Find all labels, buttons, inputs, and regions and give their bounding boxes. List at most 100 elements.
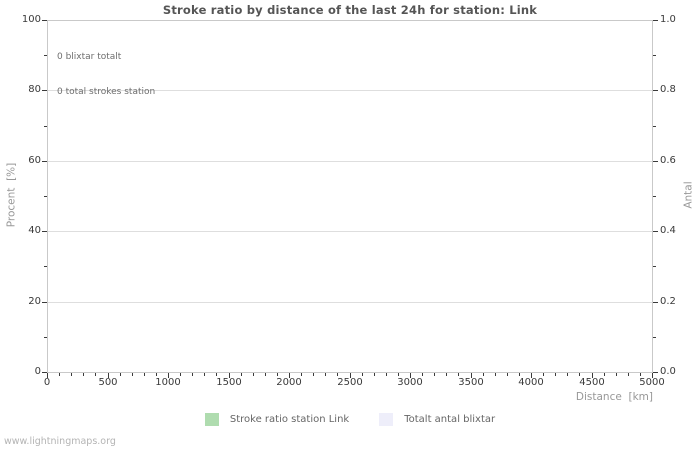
y-tick-label: 0.2: [660, 296, 676, 307]
x-tick-minor: [180, 373, 181, 376]
y-tick-label: 40: [28, 225, 41, 236]
x-tick-minor: [204, 373, 205, 376]
y-tick-major: [42, 302, 47, 303]
watermark-url: www.lightningmaps.org: [4, 436, 116, 447]
x-tick-minor: [59, 373, 60, 376]
gridline: [48, 302, 652, 303]
x-tick-minor: [83, 373, 84, 376]
y-tick-major: [42, 231, 47, 232]
x-tick-major: [410, 373, 411, 378]
plot-area: [47, 20, 653, 373]
x-tick-minor: [628, 373, 629, 376]
y-tick-minor: [653, 126, 656, 127]
legend-label-total-strokes: Totalt antal blixtar: [404, 414, 496, 425]
x-tick-minor: [374, 373, 375, 376]
y-tick-major: [42, 90, 47, 91]
x-tick-major: [229, 373, 230, 378]
x-tick-minor: [313, 373, 314, 376]
x-tick-label: 5000: [639, 377, 665, 388]
annotation-line-blixtar: 0 blixtar totalt: [57, 52, 122, 62]
x-tick-major: [531, 373, 532, 378]
annotation-line-strokes: 0 total strokes station: [57, 86, 156, 97]
x-tick-minor: [458, 373, 459, 376]
legend-item-stroke-ratio: Stroke ratio station Link: [204, 413, 350, 426]
y-tick-label: 1.0: [660, 14, 676, 25]
x-tick-minor: [483, 373, 484, 376]
x-tick-minor: [362, 373, 363, 376]
y-tick-minor: [44, 126, 47, 127]
y-tick-label: 0.4: [660, 225, 676, 236]
x-tick-minor: [71, 373, 72, 376]
x-tick-major: [289, 373, 290, 378]
y-tick-major: [653, 231, 658, 232]
y-tick-minor: [653, 55, 656, 56]
x-tick-label: 2500: [337, 377, 363, 388]
legend-label-stroke-ratio: Stroke ratio station Link: [229, 414, 350, 425]
y-tick-major: [653, 20, 658, 21]
y-tick-major: [653, 161, 658, 162]
y-tick-minor: [653, 196, 656, 197]
x-axis-title: Distance [km]: [575, 391, 653, 403]
x-tick-major: [471, 373, 472, 378]
y-tick-label: 80: [28, 84, 41, 95]
x-tick-minor: [543, 373, 544, 376]
y-tick-label: 0: [34, 366, 41, 377]
y-tick-minor: [653, 266, 656, 267]
y-tick-minor: [44, 55, 47, 56]
x-tick-minor: [144, 373, 145, 376]
x-tick-minor: [386, 373, 387, 376]
gridline: [48, 231, 652, 232]
x-tick-minor: [120, 373, 121, 376]
x-axis-labels: 0 500 1000 1500 2000 2500 3000 3500 4000 4500 5000: [43, 377, 665, 390]
x-tick-minor: [325, 373, 326, 376]
x-tick-label: 0: [43, 377, 51, 388]
y-tick-major: [42, 161, 47, 162]
y-tick-minor: [44, 266, 47, 267]
y-axis-right-labels: 0.0 0.2 0.4 0.6 0.8 1.0: [658, 14, 698, 377]
legend-item-total-strokes: Totalt antal blixtar: [379, 413, 495, 426]
y-tick-minor: [653, 337, 656, 338]
x-tick-minor: [253, 373, 254, 376]
x-tick-minor: [422, 373, 423, 376]
legend-swatch-stroke-ratio-icon: [204, 413, 219, 426]
x-tick-major: [168, 373, 169, 378]
x-tick-minor: [156, 373, 157, 376]
x-tick-minor: [192, 373, 193, 376]
x-tick-minor: [519, 373, 520, 376]
totals-annotation: 0 blixtar totalt 0 total strokes station: [57, 29, 155, 121]
x-tick-minor: [507, 373, 508, 376]
x-tick-minor: [95, 373, 96, 376]
x-tick-minor: [567, 373, 568, 376]
x-tick-label: 4500: [579, 377, 605, 388]
y-tick-label: 60: [28, 155, 41, 166]
chart-title: Stroke ratio by distance of the last 24h…: [162, 3, 538, 17]
y-tick-major: [653, 302, 658, 303]
x-tick-label: 1000: [155, 377, 181, 388]
y-tick-label: 100: [21, 14, 41, 25]
x-tick-label: 3000: [397, 377, 423, 388]
x-tick-minor: [555, 373, 556, 376]
y-axis-right-title: Antal: [682, 181, 695, 209]
x-tick-label: 3500: [458, 377, 484, 388]
x-tick-minor: [277, 373, 278, 376]
y-tick-label: 0.6: [660, 155, 676, 166]
y-tick-label: 20: [28, 296, 41, 307]
x-tick-minor: [216, 373, 217, 376]
x-tick-major: [108, 373, 109, 378]
gridline: [48, 90, 652, 91]
x-axis-ticks: [47, 373, 653, 379]
x-tick-label: 4000: [518, 377, 544, 388]
y-tick-major: [42, 20, 47, 21]
gridline: [48, 161, 652, 162]
x-tick-minor: [337, 373, 338, 376]
y-tick-minor: [44, 196, 47, 197]
x-tick-label: 2000: [276, 377, 302, 388]
x-tick-minor: [446, 373, 447, 376]
x-tick-minor: [604, 373, 605, 376]
x-tick-minor: [132, 373, 133, 376]
x-tick-minor: [265, 373, 266, 376]
x-tick-label: 500: [98, 377, 118, 388]
y-tick-major: [653, 90, 658, 91]
x-tick-minor: [579, 373, 580, 376]
